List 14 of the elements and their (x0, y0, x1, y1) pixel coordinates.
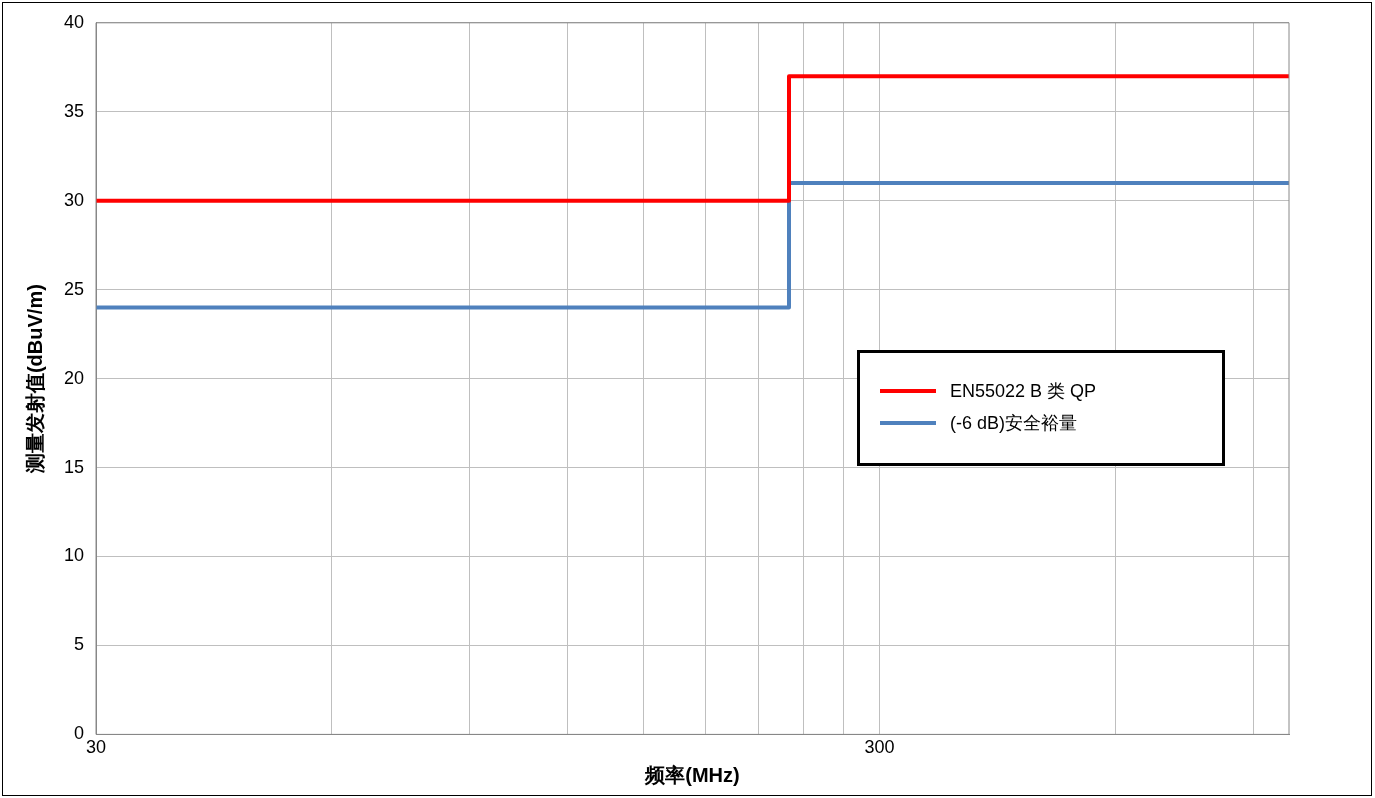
y-tick-label: 15 (63, 456, 85, 477)
y-tick-label: 30 (63, 189, 85, 210)
y-tick-label: 20 (63, 367, 85, 388)
y-tick-label: 35 (63, 100, 85, 121)
y-tick-label: 0 (74, 723, 85, 744)
x-axis-title: 频率(MHz) (644, 763, 740, 786)
y-axis-title: 测量发射值(dBuV/m) (23, 284, 46, 475)
y-tick-label: 5 (74, 634, 85, 655)
y-tick-label: 10 (63, 545, 85, 566)
legend-label: EN55022 B 类 QP (950, 380, 1097, 403)
y-tick-label: 40 (63, 11, 85, 32)
x-tick-label: 300 (864, 737, 895, 758)
legend-label: (-6 dB)安全裕量 (950, 412, 1078, 435)
y-tick-label: 25 (63, 278, 85, 299)
